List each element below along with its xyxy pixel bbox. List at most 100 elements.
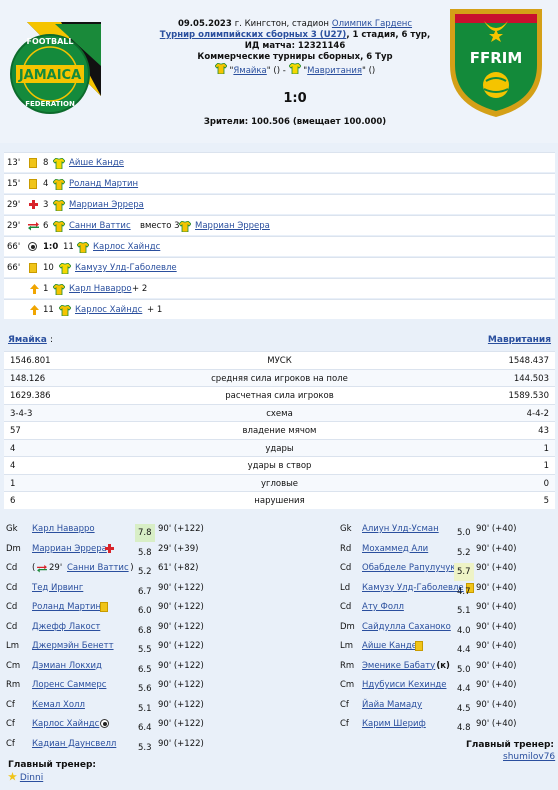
event-player-link[interactable]: Карлос Хайндс (93, 242, 161, 252)
player-name-link[interactable]: Ату Фолл (362, 602, 404, 612)
match-id: ИД матча: 12321146 (244, 41, 346, 51)
teams-line: "Ямайка" () - "Мавритания" () (150, 63, 440, 77)
event-player-link[interactable]: Камузу Улд-Габолевле (75, 263, 177, 273)
player-minutes: 90' (+40) (476, 621, 517, 632)
player-name-link[interactable]: Санни Ваттис (67, 563, 129, 573)
event-minute: 13' (7, 158, 21, 168)
stats-home-team-link[interactable]: Ямайка (8, 335, 47, 345)
player-name-link[interactable]: Марриан Эррера (32, 543, 107, 554)
player-position: Rd (340, 543, 352, 554)
player-position: Cd (6, 563, 18, 573)
player-name-link[interactable]: Алиун Улд-Усман (362, 524, 439, 534)
event-player-link[interactable]: Айше Канде (69, 158, 124, 168)
home-coach-link[interactable]: Dinni (19, 773, 44, 783)
lineup-row: Cd Обабделе Рапулучукву 5.7 90' (+40) (340, 559, 556, 581)
stat-home-value: 6 (10, 496, 16, 506)
stat-home-value: 1546.801 (10, 356, 51, 366)
player-name-link[interactable]: Сайдулла Саханоко (362, 621, 451, 632)
event-number: 8 (43, 158, 49, 168)
player-name-link[interactable]: Джефф Лакост (32, 621, 101, 632)
event-player-link[interactable]: Роланд Мартин (69, 179, 139, 189)
player-rating: 4.0 (457, 625, 471, 636)
event-number: 1 (43, 284, 49, 294)
tournament-link[interactable]: Турнир олимпийских сборных 3 (U27) (159, 30, 347, 40)
star-icon (8, 772, 17, 781)
lineup-row: Cd Тед Ирвинг 6.7 90' (+122) (6, 579, 276, 597)
stats-away-team-link[interactable]: Мавритания (487, 335, 551, 345)
stadium-link[interactable]: Олимпик Гарденс (331, 19, 413, 29)
shirt-icon (53, 158, 65, 169)
event-rating-bonus: + 2 (132, 284, 148, 294)
jamaica-shirt-icon (214, 63, 227, 74)
player-minutes: 90' (+122) (158, 582, 204, 593)
event-player-link[interactable]: Карлос Хайндс (75, 305, 143, 315)
player-name-link[interactable]: Ндубуиси Кехинде (362, 680, 447, 690)
player-name-link[interactable]: Джермэйн Бенетт (32, 641, 114, 651)
player-name-link[interactable]: Обабделе Рапулучукву (362, 563, 466, 573)
injury-cross-icon (29, 200, 38, 209)
player-name-link[interactable]: Айше Канде (362, 641, 417, 651)
player-name-link[interactable]: Роланд Мартин (32, 602, 102, 612)
event-player-link[interactable]: Санни Ваттис (69, 221, 131, 231)
shirt-icon (53, 284, 65, 295)
injury-cross-icon (105, 543, 115, 553)
stat-row: 1629.386 расчетная сила игроков 1589.530 (4, 386, 555, 404)
event-number: 4 (43, 179, 49, 189)
away-coach-link[interactable]: shumilov76 (503, 752, 556, 762)
player-name-link[interactable]: Дэмиан Локхид (32, 660, 102, 671)
player-minutes: 90' (+122) (158, 699, 204, 710)
player-name-link[interactable]: Кемал Холл (32, 699, 85, 710)
attendance: Зрители: 100.506 (вмещает 100.000) (203, 117, 387, 127)
player-name-link[interactable]: Йайа Мамаду (362, 699, 423, 710)
event-player2-link[interactable]: Марриан Эррера (195, 221, 270, 231)
event-number: 11 (43, 305, 54, 315)
goal-ball-icon (28, 242, 37, 251)
colon: : (50, 335, 54, 345)
player-rating: 5.5 (138, 645, 152, 655)
event-player-link[interactable]: Карл Наварро (69, 284, 132, 294)
event-player-link[interactable]: Марриан Эррера (69, 200, 144, 210)
event-row: 66' 1:0 11 Карлос Хайндс (4, 236, 555, 256)
stat-label: удары в створ (247, 461, 312, 471)
lineup-row: Cf Йайа Мамаду 4.5 90' (+40) (340, 696, 556, 714)
player-name-link[interactable]: Кадиан Даунсвелл (32, 738, 117, 749)
player-minutes: 90' (+122) (158, 660, 204, 671)
player-name-link[interactable]: Карим Шериф (362, 719, 426, 729)
yellow-card-icon (415, 641, 423, 651)
shirt-icon (59, 263, 71, 274)
player-minutes: 90' (+40) (476, 602, 517, 612)
player-position: Ld (340, 582, 351, 593)
event-number: 10 (43, 263, 54, 273)
shirt-icon (53, 179, 65, 190)
player-name-link[interactable]: Эменике Бабату (362, 660, 436, 671)
jamaica-crest-icon: JAMAICA FOOTBALL FEDERATION (5, 14, 101, 114)
lineup-row: Rm Эменике Бабату (к) 5.0 90' (+40) (340, 657, 556, 675)
yellow-card-icon (29, 263, 37, 273)
stat-label: угловые (260, 478, 299, 489)
tournament-line: Турнир олимпийских сборных 3 (U27), 1 ст… (159, 30, 431, 40)
player-name-link[interactable]: Лоренс Саммерс (32, 680, 107, 690)
player-rating: 5.1 (138, 703, 152, 714)
away-team-link[interactable]: Мавритания (307, 66, 362, 76)
lineup-row: Cd Роланд Мартин 6.0 90' (+122) (6, 598, 276, 616)
player-name-link[interactable]: Мохаммед Али (362, 543, 429, 554)
league-title: Коммерческие турниры сборных, 6 Тур (197, 52, 393, 62)
player-rating: 5.6 (138, 684, 152, 694)
player-name-link[interactable]: Камузу Улд-Габолевле (362, 582, 464, 593)
player-name-link[interactable]: Карлос Хайндс (32, 719, 100, 729)
event-row: 1 Карл Наварро + 2 (4, 278, 555, 298)
player-name-link[interactable]: Тед Ирвинг (32, 582, 84, 593)
event-row: 29' 3 Марриан Эррера (4, 194, 555, 214)
player-rating: 6.8 (138, 625, 152, 636)
home-team-link[interactable]: Ямайка (233, 66, 267, 76)
substitution-icon (28, 222, 39, 231)
player-rating: 5.2 (138, 567, 152, 577)
lineup-row: Cf Кемал Холл 5.1 90' (+122) (6, 696, 276, 714)
player-name-link[interactable]: Карл Наварро (32, 524, 95, 534)
player-minutes: 90' (+40) (476, 660, 517, 671)
player-rating: 4.8 (457, 723, 471, 733)
player-position: Gk (340, 524, 352, 534)
home-coach-label: Главный тренер: (8, 760, 97, 770)
player-minutes: 90' (+122) (158, 641, 204, 651)
player-rating: 6.7 (138, 586, 152, 597)
